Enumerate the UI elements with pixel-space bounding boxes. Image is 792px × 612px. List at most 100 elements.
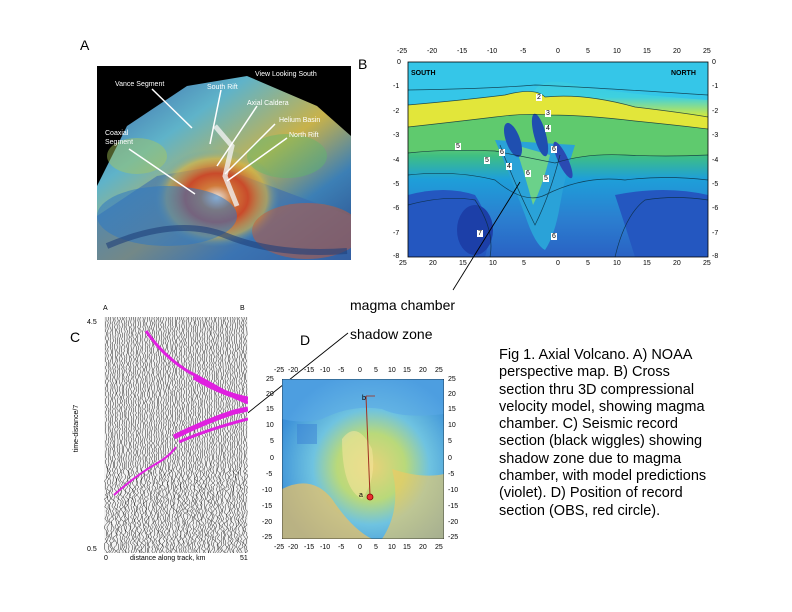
c-top-left-label: A	[103, 305, 108, 312]
contour-label: 5	[455, 143, 461, 150]
y-tick-right: 0	[712, 59, 716, 66]
seismic-trace	[184, 317, 189, 553]
label-vance-segment: Vance Segment	[115, 81, 165, 88]
seismic-trace	[225, 317, 230, 553]
seismic-trace	[230, 317, 235, 553]
x-tick-top: 0	[556, 48, 560, 55]
seismic-trace	[212, 317, 217, 553]
seismic-trace	[122, 317, 127, 553]
d-x-tick-top: 25	[435, 367, 443, 374]
x-tick-top: 5	[586, 48, 590, 55]
seismic-trace	[187, 317, 191, 553]
caption-line: perspective map. B) Cross	[499, 364, 670, 381]
obs-position-marker	[366, 493, 374, 501]
seismic-trace	[136, 317, 141, 553]
y-tick-right: -4	[712, 157, 719, 164]
seismic-trace	[200, 317, 205, 553]
seismic-trace	[143, 317, 148, 553]
d-x-tick-bottom: 20	[419, 544, 427, 551]
seismic-trace	[210, 317, 214, 553]
caption-line: section thru 3D compressional	[499, 381, 695, 398]
seismic-trace	[152, 317, 157, 553]
d-y-tick-right: 5	[448, 438, 452, 445]
y-tick-right: -8	[712, 253, 719, 260]
caption-line: velocity model, showing magma	[499, 398, 705, 415]
c-x-right: 51	[240, 555, 248, 562]
seismic-trace	[131, 317, 136, 553]
x-tick-bottom: 20	[429, 260, 437, 267]
seismic-trace	[214, 317, 219, 553]
d-y-tick-left: -5	[266, 471, 273, 478]
d-y-tick-left: -10	[262, 487, 273, 494]
d-x-tick-bottom: -15	[304, 544, 315, 551]
d-y-tick-right: -20	[448, 519, 459, 526]
seismic-trace	[147, 317, 152, 553]
bathymetry-image	[97, 76, 351, 260]
d-x-tick-top: 10	[388, 367, 396, 374]
seismic-trace	[113, 317, 118, 553]
y-tick-left: -1	[393, 83, 400, 90]
seismic-trace	[110, 317, 115, 553]
contour-label: 3	[545, 110, 551, 117]
panel-c-letter: C	[70, 329, 81, 345]
d-x-tick-bottom: -25	[274, 544, 285, 551]
x-tick-top: 15	[643, 48, 651, 55]
seismic-trace	[134, 317, 138, 553]
x-tick-bottom: 15	[459, 260, 467, 267]
caption-line: chamber, with model predictions	[499, 468, 707, 485]
d-y-tick-right: -10	[448, 487, 459, 494]
record-section-position-map: b a -25 -20 -15 -10 -5 0 5 10 15 20 25 -…	[262, 364, 464, 556]
caption-line: section (OBS, red circle).	[499, 502, 661, 519]
c-y-axis-label: time-distance/7	[73, 404, 81, 453]
annotation-magma-chamber: magma chamber	[350, 297, 456, 313]
seismic-trace	[115, 317, 120, 553]
seismic-trace	[150, 317, 154, 553]
x-tick-bottom: 20	[673, 260, 681, 267]
seismic-trace	[161, 317, 166, 553]
d-x-tick-bottom: 0	[358, 544, 362, 551]
panel-d-letter: D	[300, 332, 311, 348]
y-tick-right: -6	[712, 205, 719, 212]
y-tick-left: -2	[393, 108, 400, 115]
y-tick-right: -5	[712, 181, 719, 188]
bathymetry-map-d	[282, 379, 444, 539]
x-tick-bottom: 10	[613, 260, 621, 267]
y-tick-left: -5	[393, 181, 400, 188]
seismic-trace	[242, 317, 246, 553]
d-x-tick-top: 5	[374, 367, 378, 374]
figure-caption: Fig 1. Axial Volcano. A) NOAA perspectiv…	[499, 347, 784, 520]
seismic-trace	[108, 317, 113, 553]
d-x-tick-top: 20	[419, 367, 427, 374]
seismic-record-section: A B 4.5 0.5 time-distance/7 0 distance a…	[73, 305, 255, 565]
contour-label: 4	[506, 163, 512, 170]
d-x-tick-bottom: -20	[288, 544, 299, 551]
contour-label: 4	[545, 125, 551, 132]
panel-a-letter: A	[80, 37, 90, 53]
d-x-tick-top: -5	[338, 367, 345, 374]
d-x-tick-bottom: 15	[403, 544, 411, 551]
contour-label: 5	[543, 175, 549, 182]
label-north-rift: North Rift	[289, 132, 319, 139]
seismic-trace	[189, 317, 193, 553]
x-tick-bottom: 25	[703, 260, 711, 267]
seismic-trace	[237, 317, 242, 553]
y-tick-right: -1	[712, 83, 719, 90]
x-tick-top: -10	[487, 48, 498, 55]
y-tick-left: 0	[397, 59, 401, 66]
caption-line: shadow zone due to magma	[499, 450, 682, 467]
seismic-trace	[159, 317, 163, 553]
d-y-tick-right: 10	[448, 422, 456, 429]
d-x-tick-bottom: -10	[320, 544, 331, 551]
seismic-trace	[140, 317, 145, 553]
seismic-trace	[228, 317, 233, 553]
y-tick-right: -3	[712, 132, 719, 139]
annotation-shadow-zone: shadow zone	[350, 326, 433, 342]
d-x-tick-top: -20	[288, 367, 299, 374]
d-y-tick-right: 15	[448, 406, 456, 413]
seismic-trace	[117, 317, 122, 553]
contour-label: 6	[499, 149, 505, 156]
x-tick-bottom: 5	[522, 260, 526, 267]
label-south-rift: South Rift	[207, 84, 238, 91]
y-tick-right: -2	[712, 108, 719, 115]
seismic-trace	[233, 317, 237, 553]
